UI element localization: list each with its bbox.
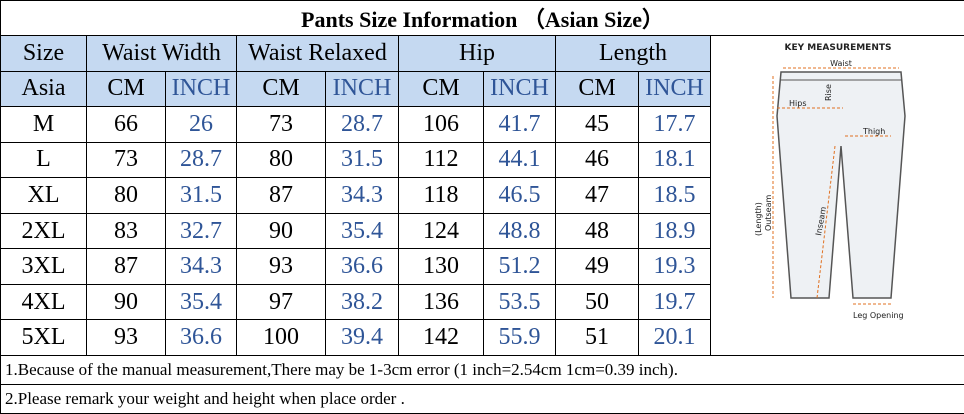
table-cell: 124	[399, 213, 484, 249]
table-cell: 50	[556, 284, 639, 320]
table-cell: 18.5	[639, 178, 711, 214]
table-cell: 106	[399, 107, 484, 143]
table-cell: 17.7	[639, 107, 711, 143]
diagram-label: Outseam	[764, 195, 773, 231]
table-cell: 136	[399, 284, 484, 320]
header-cell: CM	[399, 71, 484, 107]
table-cell: 80	[237, 142, 326, 178]
table-cell: 20.1	[639, 320, 711, 356]
table-cell: 1.Because of the manual measurement,Ther…	[1, 356, 964, 385]
table-cell: 90	[87, 284, 166, 320]
table-cell: 36.6	[326, 249, 399, 285]
table-cell: 28.7	[326, 107, 399, 143]
diagram-title: KEY MEASUREMENTS	[784, 43, 891, 53]
diagram-label: Leg Opening	[853, 311, 904, 320]
table-cell: 83	[87, 213, 166, 249]
table-cell: 34.3	[326, 178, 399, 214]
pants-diagram: KEY MEASUREMENTS Waist Rise Hips Thigh (…	[713, 36, 963, 348]
table-cell: 26	[166, 107, 237, 143]
table-cell: 87	[237, 178, 326, 214]
table-cell: 47	[556, 178, 639, 214]
table-cell: 34.3	[166, 249, 237, 285]
table-cell: 35.4	[166, 284, 237, 320]
table-cell: 49	[556, 249, 639, 285]
table-cell: 130	[399, 249, 484, 285]
table-cell: 93	[237, 249, 326, 285]
diagram-cell: KEY MEASUREMENTS Waist Rise Hips Thigh (…	[711, 36, 964, 356]
table-cell: 31.5	[166, 178, 237, 214]
table-cell: 3XL	[1, 249, 87, 285]
header-cell: CM	[237, 71, 326, 107]
table-cell: 4XL	[1, 284, 87, 320]
table-cell: M	[1, 107, 87, 143]
table-cell: 90	[237, 213, 326, 249]
header-cell: INCH	[639, 71, 711, 107]
table-cell: 31.5	[326, 142, 399, 178]
table-cell: 93	[87, 320, 166, 356]
table-cell: 38.2	[326, 284, 399, 320]
header-cell: INCH	[166, 71, 237, 107]
table-cell: 97	[237, 284, 326, 320]
table-cell: 80	[87, 178, 166, 214]
table-cell: 28.7	[166, 142, 237, 178]
table-cell: 44.1	[484, 142, 556, 178]
table-cell: 18.9	[639, 213, 711, 249]
diagram-label: Hips	[789, 99, 806, 108]
table-cell: 35.4	[326, 213, 399, 249]
table-cell: 53.5	[484, 284, 556, 320]
note-row: 2.Please remark your weight and height w…	[1, 385, 964, 414]
table-cell: 19.3	[639, 249, 711, 285]
table-cell: 46.5	[484, 178, 556, 214]
diagram-label: Thigh	[862, 127, 885, 136]
header-cell: Waist Relaxed	[237, 36, 399, 72]
table-cell: 2.Please remark your weight and height w…	[1, 385, 964, 414]
table-cell: 142	[399, 320, 484, 356]
table-cell: 45	[556, 107, 639, 143]
header-cell: INCH	[326, 71, 399, 107]
table-cell: 73	[237, 107, 326, 143]
table-cell: 2XL	[1, 213, 87, 249]
table-cell: 5XL	[1, 320, 87, 356]
header-cell: Size	[1, 36, 87, 72]
header-cell: Hip	[399, 36, 556, 72]
table-cell: 19.7	[639, 284, 711, 320]
table-cell: 18.1	[639, 142, 711, 178]
title: Pants Size Information （Asian Size）	[1, 1, 964, 36]
table-cell: 100	[237, 320, 326, 356]
table-cell: 48.8	[484, 213, 556, 249]
table-cell: 51.2	[484, 249, 556, 285]
table-cell: 55.9	[484, 320, 556, 356]
diagram-label: Rise	[824, 84, 833, 101]
note-row: 1.Because of the manual measurement,Ther…	[1, 356, 964, 385]
table-cell: 48	[556, 213, 639, 249]
diagram-label: Waist	[830, 59, 852, 68]
table-cell: 32.7	[166, 213, 237, 249]
header-cell: Waist Width	[87, 36, 237, 72]
table-cell: XL	[1, 178, 87, 214]
table-cell: 51	[556, 320, 639, 356]
table-cell: 118	[399, 178, 484, 214]
table-cell: 46	[556, 142, 639, 178]
table-cell: L	[1, 142, 87, 178]
table-cell: 112	[399, 142, 484, 178]
table-cell: 36.6	[166, 320, 237, 356]
header-cell: INCH	[484, 71, 556, 107]
header-cell: Asia	[1, 71, 87, 107]
diagram-label: (Length)	[754, 202, 763, 236]
header-cell: CM	[556, 71, 639, 107]
table-cell: 73	[87, 142, 166, 178]
header-cell: Length	[556, 36, 711, 72]
table-cell: 87	[87, 249, 166, 285]
table-cell: 41.7	[484, 107, 556, 143]
table-cell: 66	[87, 107, 166, 143]
header-cell: CM	[87, 71, 166, 107]
table-cell: 39.4	[326, 320, 399, 356]
